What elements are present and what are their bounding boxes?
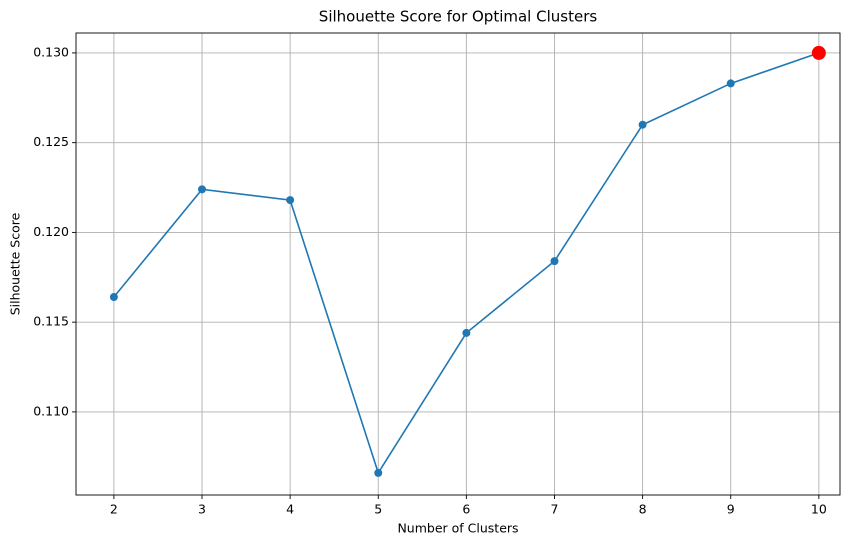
y-tick-label: 0.110 <box>33 403 69 418</box>
y-tick-label: 0.115 <box>33 314 69 329</box>
y-tick-label: 0.120 <box>33 224 69 239</box>
data-point <box>462 328 471 337</box>
y-axis-label: Silhouette Score <box>8 212 23 315</box>
y-tick-label: 0.130 <box>33 44 69 59</box>
x-tick-label: 2 <box>110 502 118 517</box>
data-point <box>198 185 207 194</box>
data-point <box>374 468 383 477</box>
data-point <box>286 196 295 205</box>
plot-frame <box>75 32 841 496</box>
x-tick-label: 9 <box>727 502 735 517</box>
data-point <box>638 120 647 129</box>
chart-title: Silhouette Score for Optimal Clusters <box>319 8 598 26</box>
y-tick-label: 0.125 <box>33 134 69 149</box>
data-point <box>109 293 118 302</box>
x-tick-label: 6 <box>462 502 470 517</box>
data-point <box>726 79 735 88</box>
x-tick-label: 5 <box>374 502 382 517</box>
x-tick-label: 10 <box>811 502 827 517</box>
x-tick-label: 3 <box>198 502 206 517</box>
x-tick-label: 4 <box>286 502 294 517</box>
highlight-point <box>811 45 826 60</box>
x-tick-label: 7 <box>551 502 559 517</box>
x-axis-label: Number of Clusters <box>397 521 518 536</box>
x-tick-label: 8 <box>639 502 647 517</box>
data-point <box>550 257 559 266</box>
